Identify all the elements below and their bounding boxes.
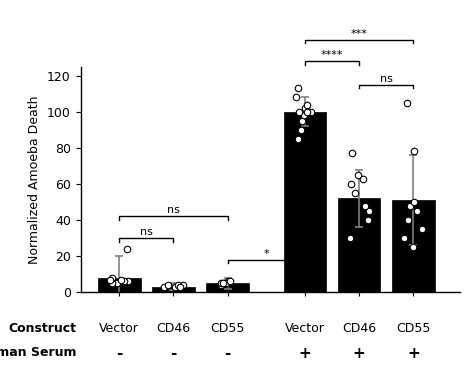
Point (222, 280, 230, 286)
Point (107, 277, 114, 283)
Point (218, 282, 225, 288)
Point (220, 280, 228, 286)
Text: +: + (407, 346, 419, 361)
Text: +: + (353, 346, 365, 361)
Point (179, 282, 187, 288)
Point (219, 280, 227, 286)
Point (403, 100, 411, 106)
Point (413, 208, 420, 214)
Text: ****: **** (321, 50, 343, 60)
Bar (98, 278, 141, 292)
Point (172, 284, 179, 290)
Point (120, 279, 128, 285)
Point (294, 85, 302, 91)
Point (410, 199, 418, 205)
Bar (152, 287, 195, 292)
Point (218, 280, 225, 286)
Point (359, 176, 367, 182)
Point (400, 235, 408, 241)
Point (405, 217, 412, 223)
Text: ***: *** (351, 28, 368, 38)
Point (226, 279, 234, 285)
Text: ns: ns (140, 227, 153, 237)
Bar (206, 283, 249, 292)
Text: CD55: CD55 (210, 322, 245, 334)
Text: Construct: Construct (9, 322, 77, 334)
Point (299, 118, 306, 124)
Point (362, 203, 369, 209)
Y-axis label: Normalized Amoeba Death: Normalized Amoeba Death (28, 95, 41, 264)
Text: +: + (299, 346, 311, 361)
Point (303, 109, 311, 115)
Point (348, 150, 356, 156)
Point (294, 136, 301, 142)
Point (346, 235, 354, 241)
Point (418, 226, 425, 232)
Bar (338, 198, 381, 292)
Text: CD46: CD46 (342, 322, 376, 334)
Point (354, 172, 362, 178)
Bar (392, 200, 435, 292)
Text: -: - (224, 346, 231, 361)
Point (109, 280, 116, 286)
Point (160, 284, 168, 290)
Point (301, 105, 309, 111)
Point (224, 279, 232, 285)
Text: -: - (116, 346, 122, 361)
Text: Human Serum: Human Serum (0, 346, 77, 360)
Point (365, 208, 373, 214)
Point (307, 109, 315, 115)
Point (164, 282, 172, 288)
Text: Vector: Vector (100, 322, 139, 334)
Point (410, 148, 418, 154)
Point (174, 282, 182, 288)
Text: CD55: CD55 (396, 322, 430, 334)
Text: ns: ns (380, 74, 392, 84)
Point (118, 277, 125, 283)
Point (406, 203, 413, 209)
Point (292, 94, 300, 100)
Point (410, 244, 417, 250)
Point (125, 279, 132, 285)
Point (113, 280, 120, 286)
Text: ns: ns (167, 205, 180, 215)
Point (109, 275, 116, 281)
Point (301, 112, 308, 118)
Point (303, 101, 310, 107)
Text: CD46: CD46 (156, 322, 191, 334)
Text: Vector: Vector (285, 322, 325, 334)
Text: *: * (264, 249, 269, 259)
Point (351, 190, 359, 196)
Point (347, 181, 355, 187)
Point (176, 284, 184, 290)
Point (297, 127, 305, 133)
Bar (284, 112, 326, 292)
Text: -: - (170, 346, 177, 361)
Point (365, 217, 372, 223)
Point (295, 109, 303, 115)
Point (123, 246, 130, 252)
